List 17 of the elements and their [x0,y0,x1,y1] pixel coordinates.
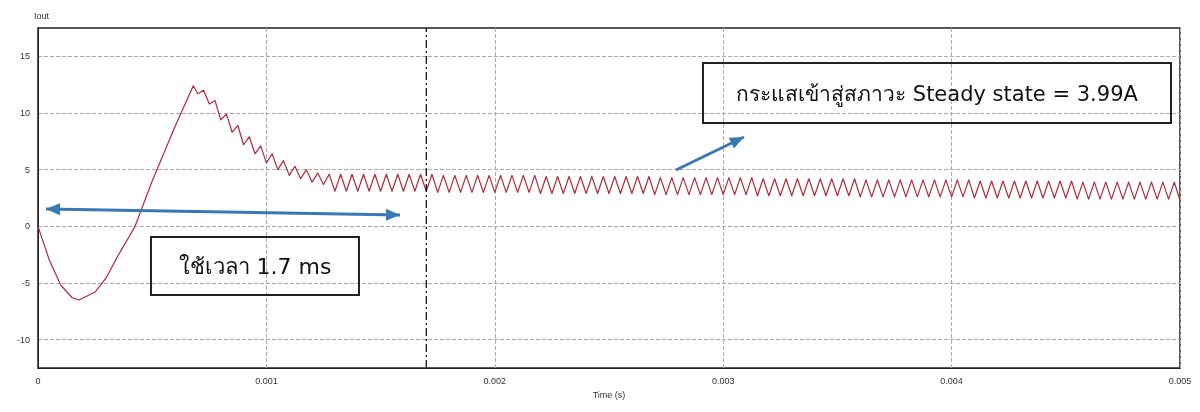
y-tick-label: 15 [19,51,30,62]
y-tick-label: 10 [19,108,30,118]
y-tick-label: 0 [24,221,30,232]
annotation: ใช้เวลา 1.7 ms [150,236,360,296]
y-tick-label: 5 [24,164,30,175]
y-tick-label: -10 [16,334,30,345]
x-tick-label: 0.005 [1168,375,1192,386]
x-axis-title: Time (s) [592,389,626,400]
x-tick-label: 0 [35,375,41,386]
y-axis-title: Iout [34,10,50,21]
x-tick-label: 0.003 [711,375,735,386]
annotation: กระแสเข้าสู่สภาวะ Steady state = 3.99A [702,62,1172,124]
x-tick-label: 0.004 [940,375,963,386]
x-tick-label: 0.001 [255,375,278,386]
y-tick-label: -5 [21,278,30,288]
line-series [37,85,1181,301]
x-tick-label: 0.002 [483,375,507,386]
